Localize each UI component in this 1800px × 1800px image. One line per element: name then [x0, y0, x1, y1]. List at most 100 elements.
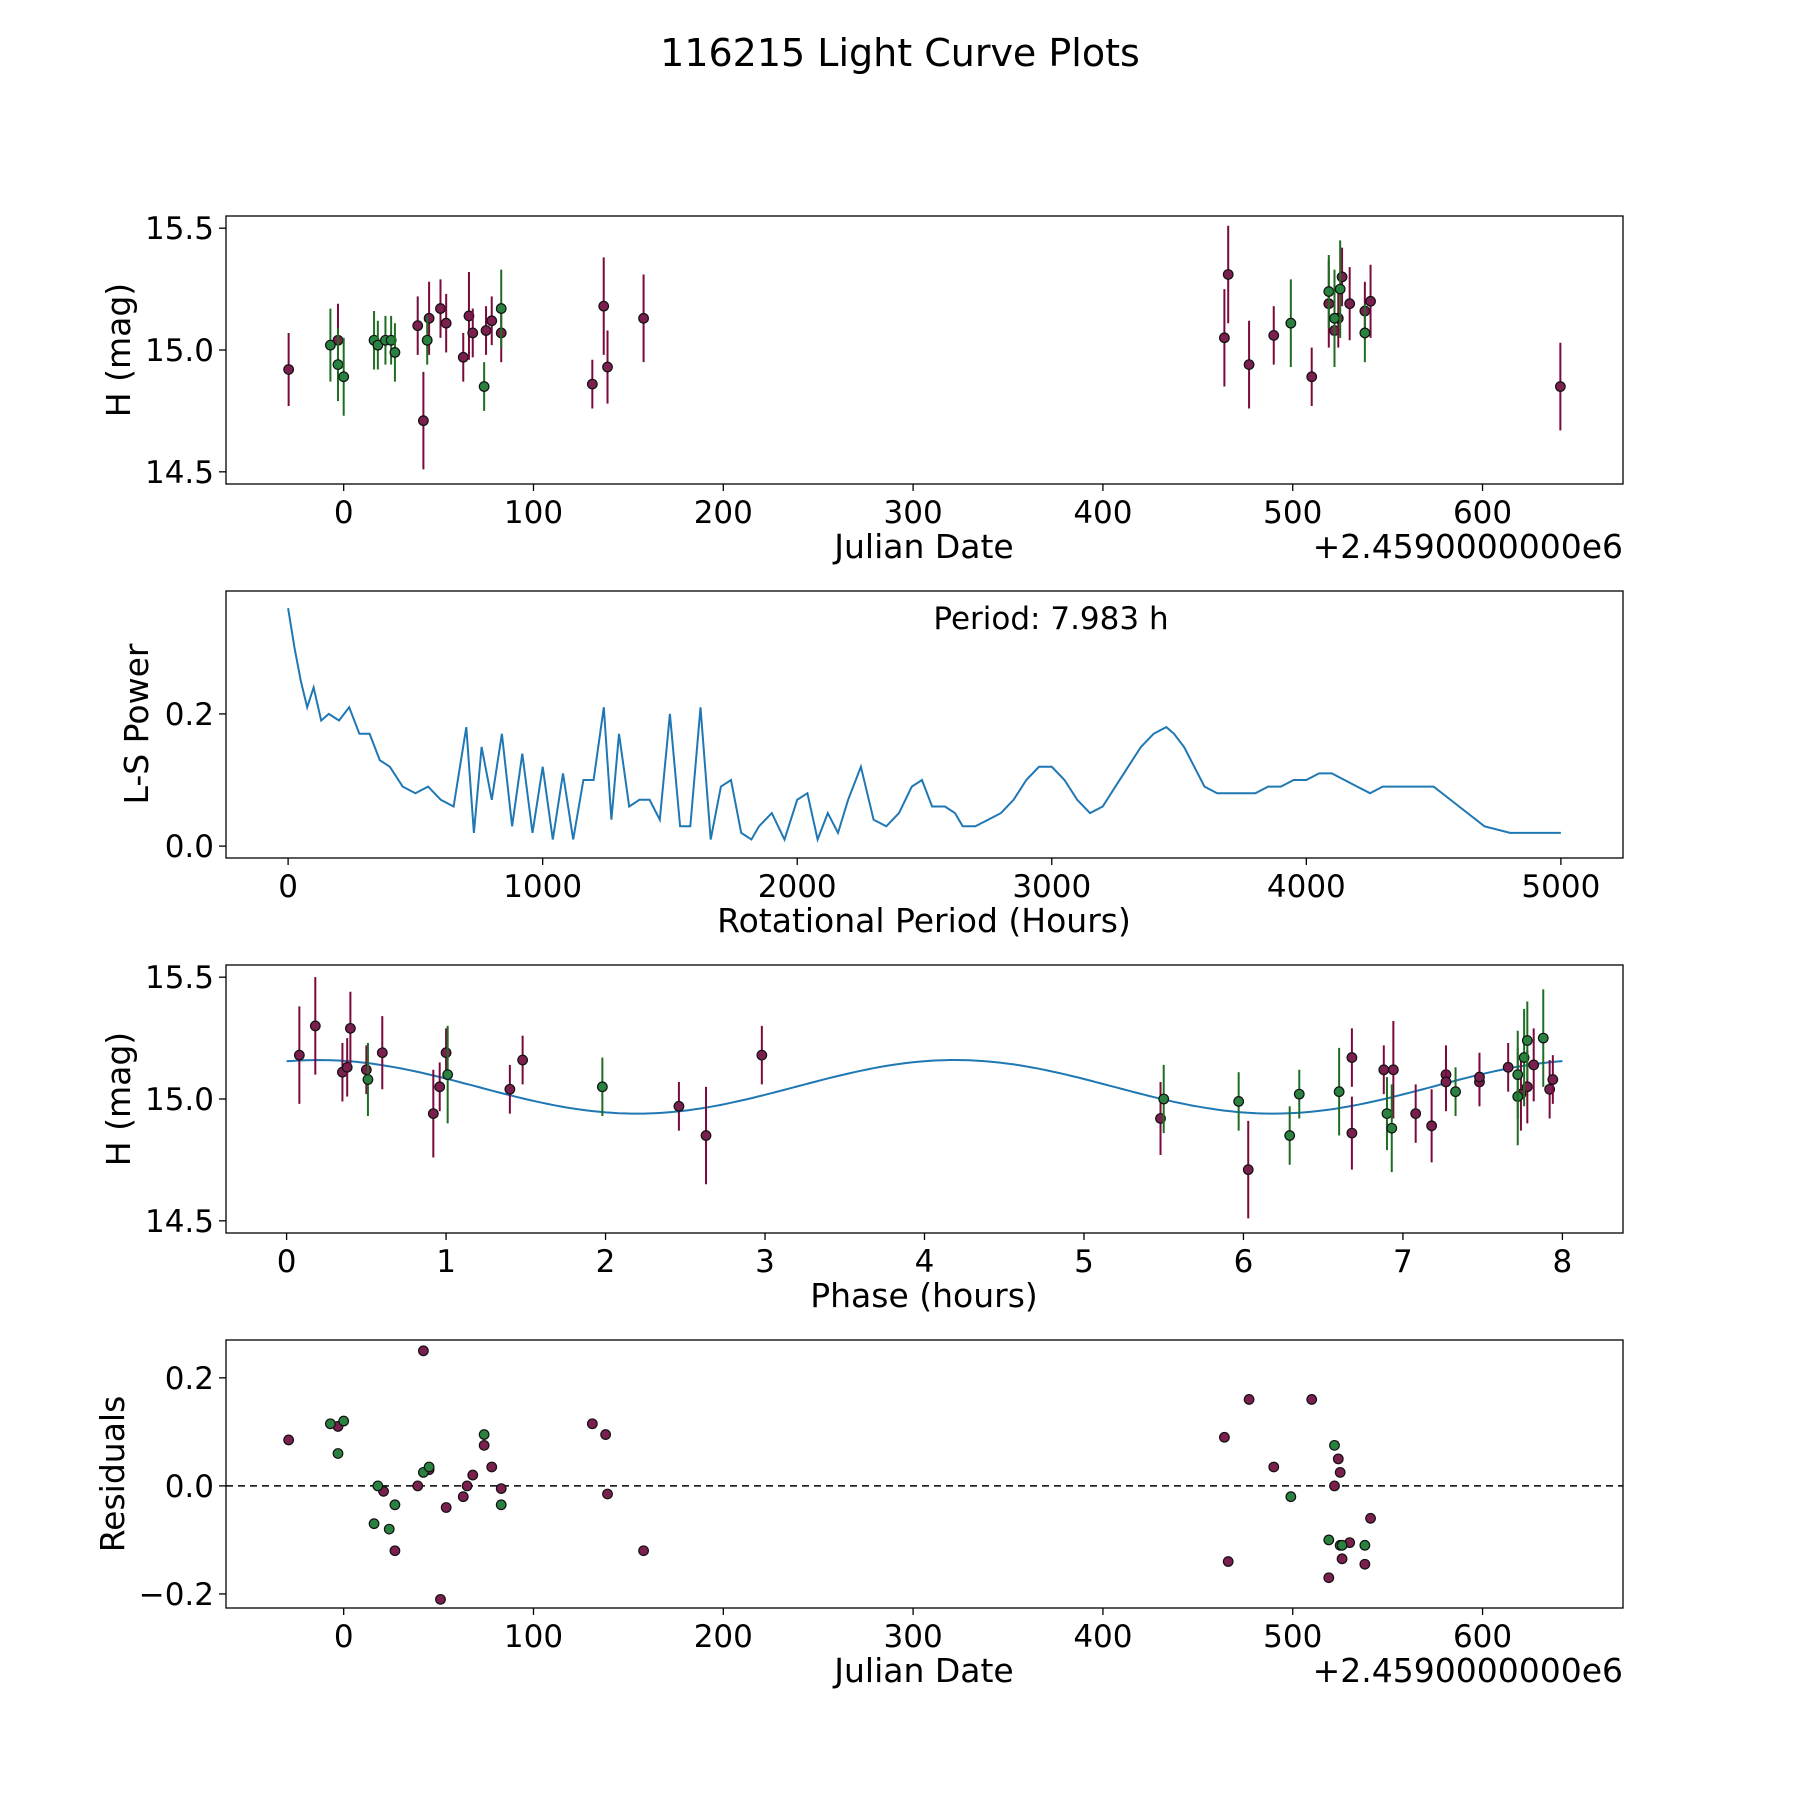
phase-folded-xtick-label: 3	[755, 1244, 775, 1280]
periodogram-xtick-label: 4000	[1267, 869, 1346, 905]
period-annotation: Period: 7.983 h	[933, 601, 1168, 637]
phase-folded-xtick-label: 0	[277, 1244, 297, 1280]
light-curve-point	[598, 300, 610, 312]
residuals-point	[1334, 1466, 1346, 1478]
residuals-xtick-label: 200	[694, 1619, 753, 1655]
residuals-point	[338, 1415, 350, 1427]
light-curve-point	[602, 361, 613, 373]
residuals-point	[389, 1499, 401, 1511]
light-curve-xtick-label: 200	[694, 495, 753, 531]
residuals-point	[1329, 1439, 1340, 1451]
phase-folded-ytick-label: 15.5	[145, 960, 214, 996]
phase-folded-point	[376, 1047, 388, 1059]
residuals-point	[495, 1483, 507, 1494]
phase-folded-point	[1521, 1035, 1533, 1046]
phase-folded-point	[1440, 1076, 1452, 1088]
phase-folded-point	[1502, 1061, 1514, 1073]
phase-folded-point	[427, 1108, 439, 1120]
light-curve-point	[467, 327, 479, 339]
phase-folded-point	[360, 1064, 372, 1076]
phase-folded-point	[341, 1061, 353, 1073]
residuals-point	[478, 1429, 490, 1440]
light-curve-xtick-label: 0	[334, 495, 354, 531]
phase-folded-point	[504, 1083, 516, 1095]
light-curve-frame	[225, 215, 1624, 485]
residuals-point	[418, 1345, 429, 1357]
periodogram-panel: 0 1000 2000 3000 4000 5000 0.0 0.2 Period: 7.98…	[117, 590, 1624, 940]
light-curve-point	[332, 359, 344, 371]
phase-folded-frame	[225, 964, 1624, 1234]
light-curve-point	[1329, 312, 1340, 324]
light-curve-point	[638, 312, 649, 324]
light-curve-xtick-label: 400	[1073, 495, 1132, 531]
phase-folded-point	[1233, 1096, 1245, 1107]
light-curve-point	[372, 339, 384, 351]
light-curve-point	[421, 334, 433, 346]
phase-folded-point	[1426, 1120, 1438, 1132]
phase-folded-point	[1537, 1032, 1549, 1044]
light-curve-point	[418, 415, 429, 427]
phase-folded-point	[1474, 1071, 1485, 1083]
residuals-point	[457, 1491, 469, 1503]
residuals-point	[1285, 1491, 1297, 1503]
model-fit-curve	[286, 1058, 1563, 1115]
light-curve-point	[423, 312, 435, 324]
phase-folded-point	[1284, 1130, 1296, 1141]
phase-folded-point	[309, 1020, 321, 1032]
light-curve-xlabel: Julian Date	[832, 527, 1014, 566]
residuals-point	[412, 1480, 424, 1492]
residuals-point	[1336, 1539, 1348, 1551]
periodogram-ytick-label: 0.0	[165, 829, 214, 865]
light-curve-point	[480, 325, 492, 336]
light-curve-ytick-label: 14.5	[145, 455, 214, 491]
residuals-point	[1323, 1572, 1335, 1584]
light-curve-xtick-label: 100	[504, 495, 563, 531]
light-curve-point	[389, 347, 401, 358]
residuals-point	[1306, 1394, 1318, 1405]
residuals-xtick-label: 300	[884, 1619, 943, 1655]
phase-folded-point	[1386, 1122, 1398, 1134]
residuals-point	[423, 1461, 435, 1473]
periodogram-line	[287, 608, 1561, 843]
periodogram-xtick-label: 5000	[1521, 869, 1600, 905]
light-curve-point	[1359, 327, 1371, 339]
phase-folded-point	[1547, 1074, 1559, 1085]
residuals-point	[486, 1461, 498, 1473]
phase-folded-point	[1450, 1086, 1461, 1098]
residuals-point	[461, 1480, 473, 1492]
phase-folded-xtick-label: 7	[1393, 1244, 1413, 1280]
light-curve-point	[586, 378, 598, 390]
residuals-point	[1359, 1539, 1371, 1551]
phase-folded-point	[596, 1081, 608, 1093]
phase-folded-xtick-label: 4	[915, 1244, 935, 1280]
periodogram-frame	[225, 590, 1624, 859]
phase-folded-point	[434, 1081, 446, 1093]
light-curve-point	[1334, 283, 1346, 295]
phase-folded-point	[1378, 1064, 1390, 1076]
phase-folded-ylabel: H (mag)	[99, 1032, 138, 1166]
figure-title: 116215 Light Curve Plots	[660, 31, 1140, 75]
residuals-point	[1222, 1556, 1234, 1567]
residuals-point	[389, 1545, 401, 1557]
residuals-ytick-label: 0.2	[165, 1361, 214, 1397]
light-curve-point	[478, 381, 490, 392]
phase-folded-point	[1387, 1064, 1399, 1076]
periodogram-xtick-label: 2000	[758, 869, 837, 905]
residuals-point	[1359, 1558, 1371, 1570]
light-curve-point	[283, 364, 295, 375]
phase-folded-xtick-label: 1	[436, 1244, 456, 1280]
residuals-xtick-label: 100	[504, 1619, 563, 1655]
phase-folded-xlabel: Phase (hours)	[810, 1276, 1038, 1315]
phase-folded-plot-area	[286, 977, 1563, 1219]
residuals-point	[383, 1523, 395, 1535]
phase-folded-xtick-label: 5	[1074, 1244, 1094, 1280]
residuals-point	[440, 1502, 452, 1513]
phase-folded-point	[1381, 1108, 1393, 1120]
residuals-xtick-label: 600	[1453, 1619, 1512, 1655]
light-curve-ytick-label: 15.0	[145, 333, 214, 369]
light-curve-point	[1336, 271, 1348, 283]
light-curve-point	[324, 339, 336, 351]
phase-folded-point	[1410, 1108, 1422, 1120]
light-curve-xtick-label: 500	[1263, 495, 1322, 531]
residuals-point	[1268, 1461, 1280, 1473]
